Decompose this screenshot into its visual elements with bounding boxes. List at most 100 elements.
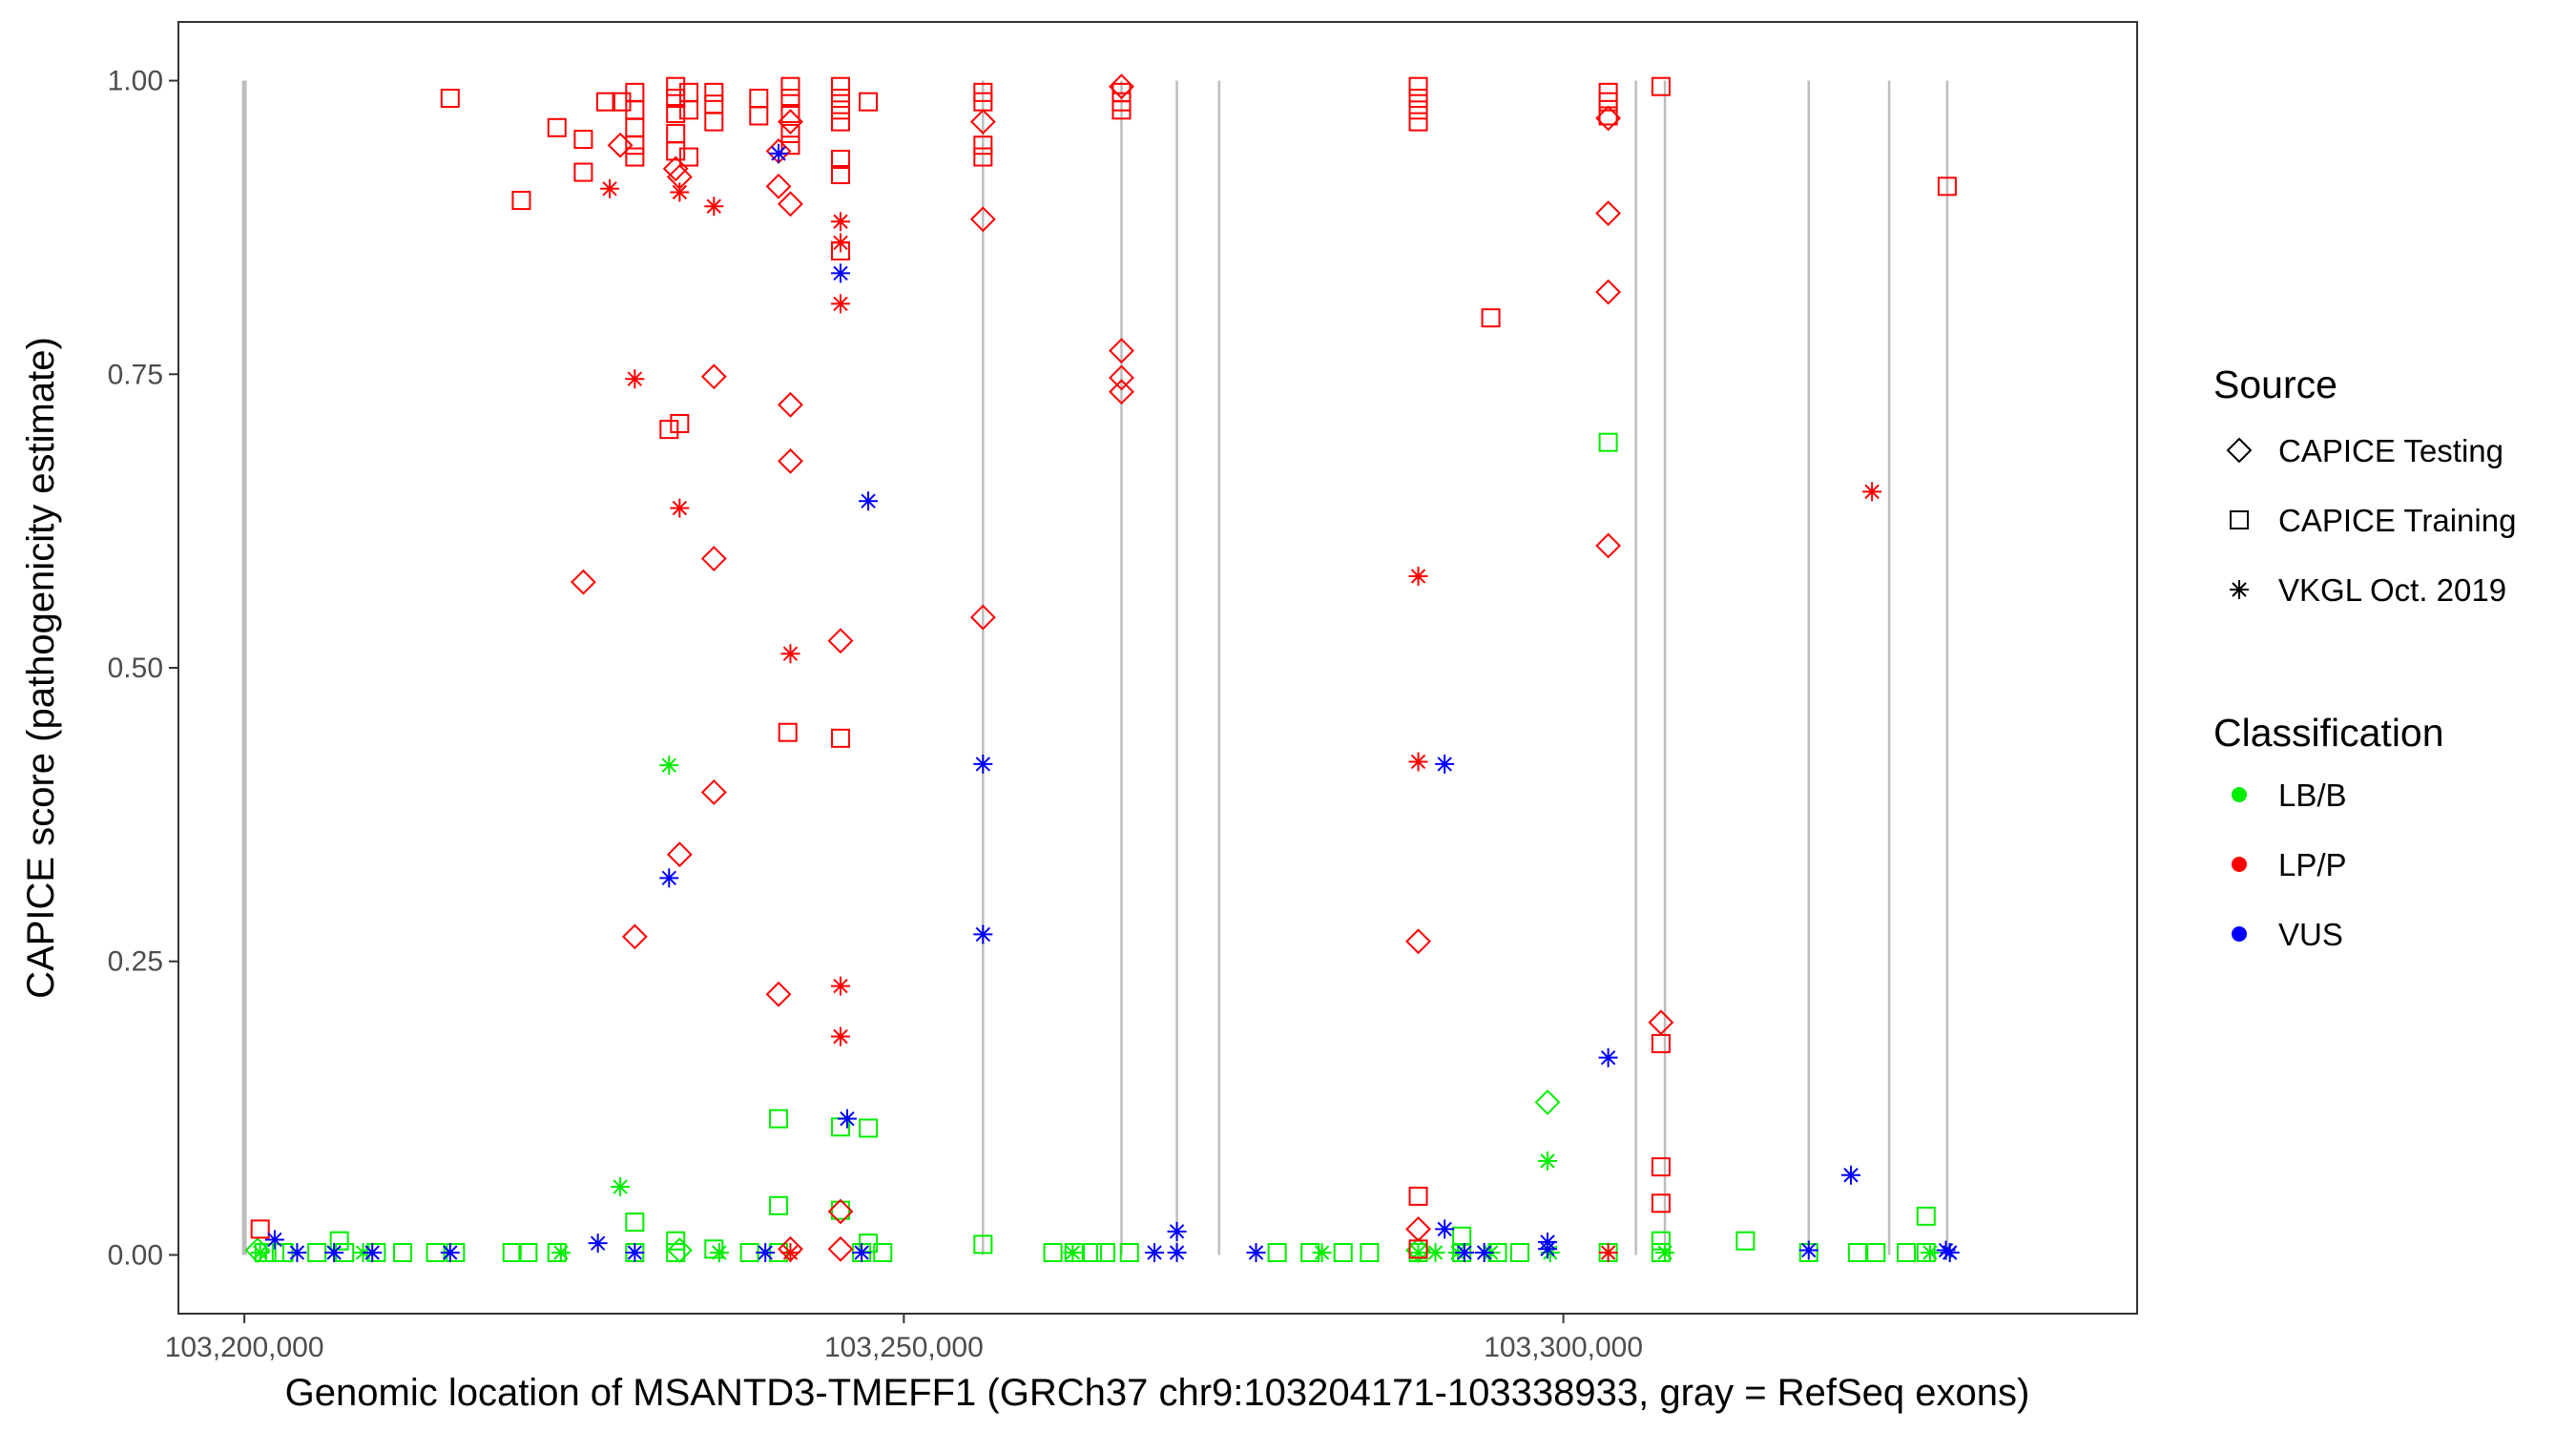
point-testing-lp [1595, 279, 1622, 305]
point-training-lp [1598, 92, 1618, 112]
point-vkgl-vus [852, 1242, 872, 1262]
y-tick-label: 0.25 [108, 946, 163, 978]
legend-dot-lp [2232, 857, 2247, 872]
point-vkgl-vus [973, 754, 993, 774]
point-vkgl-lb [250, 1242, 270, 1262]
legend-dot-lb [2232, 787, 2247, 802]
point-vkgl-vus [440, 1242, 460, 1262]
legend-class-items: LB/B LP/P VUS [2232, 778, 2347, 952]
point-training-lp [780, 123, 800, 143]
point-training-lb [1916, 1206, 1936, 1226]
point-training-lp [1651, 76, 1671, 96]
point-vkgl-vus [973, 924, 993, 944]
point-vkgl-lb [1408, 1242, 1428, 1262]
point-training-lp [1651, 1157, 1671, 1177]
point-training-lb [1360, 1242, 1380, 1262]
point-training-lp [831, 76, 851, 96]
point-training-lp [595, 92, 615, 112]
point-training-lp [973, 147, 993, 167]
legend-label-vkgl: VKGL Oct. 2019 [2278, 572, 2506, 608]
point-vkgl-lb [1425, 1242, 1445, 1262]
x-axis: 103,200,000 103,250,000 103,300,000 [165, 1314, 1643, 1363]
point-training-lp [704, 112, 724, 132]
point-vkgl-vus [1538, 1239, 1558, 1259]
point-testing-lp [778, 391, 803, 418]
point-training-lb [859, 1118, 879, 1138]
point-testing-lp [827, 1235, 854, 1262]
point-vkgl-lb [551, 1242, 571, 1262]
point-training-lp [666, 89, 686, 109]
legend-label-training: CAPICE Training [2278, 503, 2516, 538]
point-training-lp [780, 76, 800, 96]
point-training-lb [666, 1231, 686, 1251]
point-vkgl-vus [1454, 1242, 1474, 1262]
point-testing-lp [621, 923, 648, 950]
point-vkgl-lp [831, 294, 851, 314]
point-vkgl-lp [780, 1242, 800, 1262]
point-training-lp [831, 728, 851, 748]
point-testing-lp [607, 132, 634, 158]
point-training-lb [1119, 1242, 1139, 1262]
point-vkgl-lb [1655, 1242, 1675, 1262]
point-vkgl-lb [1538, 1151, 1558, 1171]
point-vkgl-lp [670, 498, 690, 518]
point-training-lb [1735, 1231, 1755, 1251]
point-training-lp [1408, 100, 1428, 120]
point-vkgl-lb [659, 756, 679, 776]
point-training-lp [780, 135, 800, 156]
point-training-lp [780, 89, 800, 109]
point-training-lb [769, 1195, 789, 1215]
point-vkgl-vus [1798, 1240, 1818, 1260]
point-training-lp [1651, 1193, 1671, 1213]
point-vkgl-lp [831, 1027, 851, 1047]
x-tick-label: 103,250,000 [824, 1332, 984, 1363]
point-vkgl-vus [324, 1242, 344, 1262]
legend-label-lp: LP/P [2278, 847, 2347, 882]
point-training-lp [573, 130, 593, 150]
point-testing-lp [827, 628, 854, 654]
point-testing-lp [700, 779, 727, 805]
point-training-lb [1083, 1242, 1103, 1262]
point-training-lp [679, 100, 699, 120]
point-testing-lp [969, 109, 996, 135]
point-vkgl-vus [363, 1242, 383, 1262]
point-testing-lp [662, 156, 689, 182]
point-training-lp [666, 141, 686, 161]
point-training-lp [666, 104, 686, 124]
point-vkgl-vus [756, 1242, 776, 1262]
legend-source-title: Source [2213, 363, 2337, 406]
point-testing-lp [1595, 105, 1622, 132]
point-testing-lb [1534, 1089, 1561, 1115]
point-vkgl-vus [1246, 1242, 1266, 1262]
point-testing-lp [778, 191, 803, 218]
point-training-lp [831, 100, 851, 120]
point-training-lb [831, 1200, 851, 1220]
point-training-lp [831, 150, 851, 170]
point-training-lp [250, 1219, 270, 1239]
point-training-lp [831, 165, 851, 185]
point-vkgl-lp [1862, 482, 1882, 502]
point-testing-lp [778, 109, 803, 135]
point-testing-lp [969, 604, 996, 631]
point-training-lp [831, 112, 851, 132]
point-training-lb [1267, 1242, 1287, 1262]
point-testing-lp [1405, 928, 1431, 955]
point-vkgl-lp [625, 369, 645, 389]
point-training-lp [973, 135, 993, 156]
point-testing-lp [1405, 1215, 1431, 1242]
point-training-lb [393, 1242, 413, 1262]
point-vkgl-vus [1474, 1242, 1494, 1262]
legend-marker-vkgl [2230, 580, 2249, 599]
y-tick-label: 0.00 [108, 1239, 163, 1271]
point-training-lb [873, 1242, 893, 1262]
point-vkgl-lp [1598, 1242, 1618, 1262]
point-vkgl-lp [780, 644, 800, 664]
point-vkgl-lp [704, 197, 724, 217]
point-training-lb [329, 1231, 349, 1251]
point-testing-lp [1109, 379, 1134, 405]
point-testing-lp [700, 546, 727, 571]
point-vkgl-lp [1408, 566, 1428, 586]
x-tick-label: 103,200,000 [165, 1332, 324, 1363]
point-training-lp [573, 162, 593, 182]
point-testing-lp [765, 173, 792, 199]
